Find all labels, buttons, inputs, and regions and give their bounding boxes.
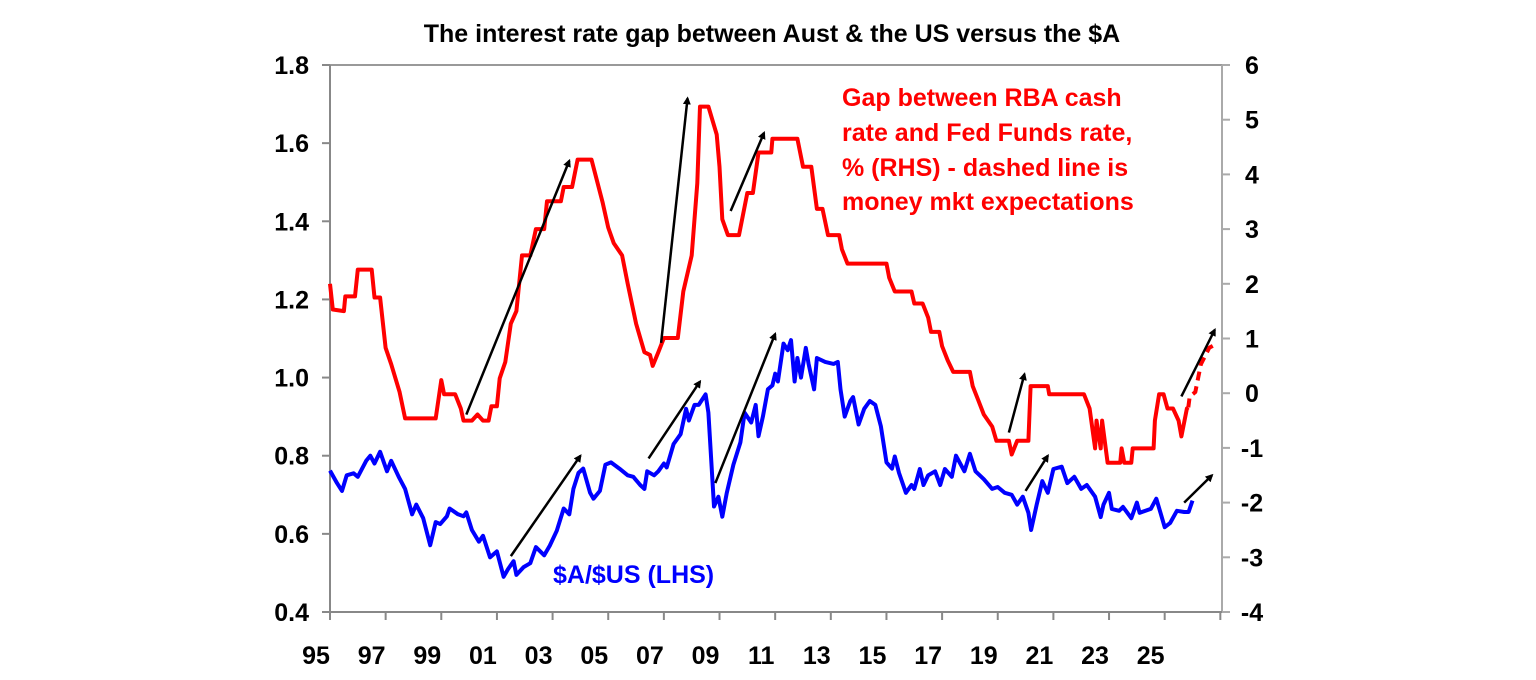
x-tick-label: 17 [914,642,942,670]
x-tick-label: 19 [970,642,998,670]
trend-arrow [714,331,777,484]
x-tick-label: 15 [859,642,887,670]
trend-arrow [1024,454,1049,492]
left-tick-label: 1.0 [274,365,309,393]
trend-arrow [465,158,571,416]
arrow-annotations [465,96,1216,557]
trend-arrow [729,130,766,212]
right-tick-label: 4 [1245,161,1259,189]
x-tick-label: 13 [803,642,831,670]
right-tick-label: -4 [1241,599,1263,627]
right-tick-label: -2 [1241,490,1263,518]
x-tick-label: 09 [692,642,720,670]
series-group [328,104,1218,579]
aud-series-label: $A/$US (LHS) [553,561,714,589]
gap-label-line: rate and Fed Funds rate, [842,119,1132,147]
gap-expectations-dashed-line [1186,342,1218,408]
right-tick-label: 6 [1245,52,1259,80]
right-tick-label: 1 [1245,326,1259,354]
right-tick-label: 0 [1245,380,1259,408]
left-tick-label: 0.6 [274,521,309,549]
x-tick-label: 95 [302,642,330,670]
left-tick-label: 0.4 [274,599,309,627]
left-tick-label: 1.4 [274,208,309,236]
x-tick-label: 23 [1081,642,1109,670]
x-tick-label: 25 [1137,642,1165,670]
trend-arrow [509,454,582,557]
right-tick-label: -1 [1241,435,1263,463]
chart-title: The interest rate gap between Aust & the… [424,20,1120,48]
x-tick-label: 21 [1025,642,1053,670]
right-tick-label: 5 [1245,107,1259,135]
x-tick-label: 01 [469,642,497,670]
x-tick-label: 97 [358,642,386,670]
trend-arrow [1007,372,1027,433]
x-tick-label: 05 [580,642,608,670]
right-tick-label: 3 [1245,216,1259,244]
x-tick-label: 03 [525,642,553,670]
left-tick-label: 1.2 [274,286,309,314]
trend-arrow [1180,327,1216,398]
x-tick-label: 07 [636,642,664,670]
trend-arrow [1183,473,1214,504]
gap-label-line: money mkt expectations [842,188,1134,216]
x-tick-label: 11 [748,642,775,670]
rate-gap-line [328,104,1190,465]
trend-arrow [647,379,702,460]
aud-usd-line [328,338,1195,579]
axes: 0.40.60.81.01.21.41.61.8-4-3-2-101234569… [274,52,1263,670]
gap-label-line: % (RHS) - dashed line is [842,154,1128,182]
left-tick-label: 1.8 [274,52,309,80]
x-tick-label: 99 [413,642,441,670]
gap-series-label: Gap between RBA cash rate and Fed Funds … [842,84,1134,216]
right-tick-label: -3 [1241,544,1263,572]
gap-label-line: Gap between RBA cash [842,84,1122,112]
right-tick-label: 2 [1245,271,1259,299]
left-tick-label: 0.8 [274,443,309,471]
left-tick-label: 1.6 [274,130,309,158]
trend-arrow [659,96,691,344]
